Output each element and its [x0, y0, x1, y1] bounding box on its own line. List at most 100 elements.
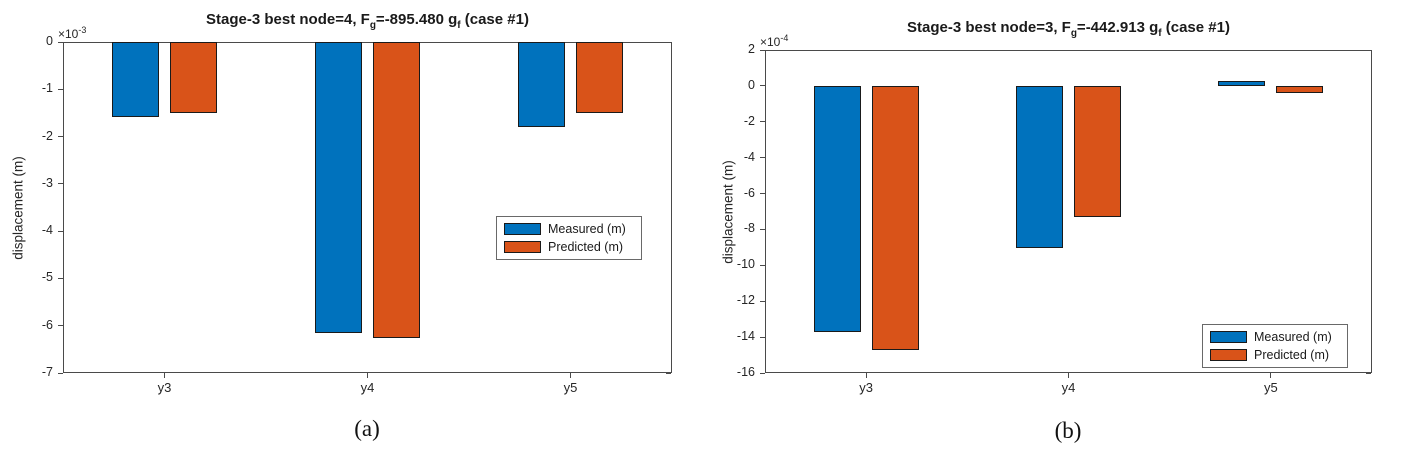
y-tick-label: -4: [743, 149, 755, 164]
y-tick-label: -14: [736, 329, 755, 344]
y-tick-mark: [760, 121, 765, 123]
y-tick-mark: [760, 336, 765, 338]
legend-row: Predicted (m): [1210, 348, 1339, 362]
y-tick-mark: [58, 230, 63, 232]
y-axis-label-b: displacement (m): [720, 159, 736, 264]
title-subscript: g: [1070, 28, 1077, 39]
bar-measured-y5: [518, 42, 565, 128]
legend-row: Measured (m): [1210, 330, 1339, 344]
chart-title-a: Stage-3 best node=4, Fg=-895.480 gf (cas…: [206, 11, 529, 31]
y-tick-label: -6: [41, 317, 53, 332]
chart-panel-a: Stage-3 best node=4, Fg=-895.480 gf (cas…: [0, 0, 710, 469]
y-tick-label: -1: [41, 81, 53, 96]
y-tick-label: -7: [41, 365, 53, 379]
y-tick-mark: [760, 49, 765, 51]
y-tick-label: 2: [748, 42, 755, 56]
legend-row: Measured (m): [504, 222, 633, 236]
measured-swatch: [504, 223, 541, 235]
y-tick-label: 0: [748, 77, 755, 92]
bar-measured-y4: [315, 42, 362, 333]
y-tick-label: -10: [736, 257, 755, 272]
bar-predicted-y5: [576, 42, 623, 113]
caption-b: (b): [1054, 418, 1082, 443]
y-tick-label: -6: [743, 185, 755, 200]
y-tick-mark-right: [666, 372, 671, 374]
y-tick-mark: [58, 88, 63, 90]
x-tick-mark: [865, 373, 867, 378]
y-tick-mark: [760, 193, 765, 195]
x-tick-mark: [570, 373, 571, 378]
y-tick-mark: [760, 228, 765, 230]
y-tick-mark: [58, 277, 63, 279]
bar-predicted-y3: [170, 42, 217, 113]
title-subscript: g: [369, 20, 376, 31]
y-tick-mark-right: [1366, 372, 1371, 374]
x-tick-label: y4: [1061, 380, 1076, 395]
y-tick-label: -4: [41, 223, 53, 238]
x-tick-mark: [1068, 373, 1069, 378]
bar-predicted-y5: [1276, 85, 1324, 94]
x-tick-mark: [1270, 373, 1272, 378]
y-tick-label: -5: [41, 270, 53, 285]
y-tick-label: -3: [41, 175, 53, 190]
y-tick-mark: [760, 157, 765, 159]
bar-measured-y4: [1016, 85, 1063, 249]
y-tick-mark: [760, 300, 765, 302]
plot-area-b: [765, 50, 1372, 373]
axis-scale-exponent: -4: [780, 33, 789, 43]
legend-label: Predicted (m): [1254, 348, 1330, 362]
x-tick-label: y3: [859, 380, 874, 395]
legend-b: Measured (m) Predicted (m): [1202, 324, 1348, 368]
title-text: =-895.480 g: [375, 11, 458, 28]
title-text: Stage-3 best node=4, F: [206, 11, 370, 28]
title-text: =-442.913 g: [1076, 19, 1159, 36]
legend-label: Measured (m): [1254, 330, 1332, 344]
predicted-swatch: [504, 241, 541, 253]
axis-scale-exponent: -3: [78, 25, 87, 35]
y-tick-label: -2: [41, 128, 53, 143]
title-text: (case #1): [1161, 19, 1230, 36]
title-text: (case #1): [460, 11, 529, 28]
bar-predicted-y4: [1074, 85, 1121, 217]
y-tick-mark: [58, 136, 63, 138]
y-tick-mark: [760, 85, 765, 87]
y-tick-mark: [58, 183, 63, 185]
chart-title-b: Stage-3 best node=3, Fg=-442.913 gf (cas…: [907, 19, 1230, 39]
x-tick-label: y4: [360, 380, 375, 395]
y-tick-mark: [58, 325, 63, 327]
measured-swatch: [1210, 331, 1247, 343]
predicted-swatch: [1210, 349, 1247, 361]
title-subscript: f: [457, 20, 461, 31]
bar-predicted-y3: [871, 85, 919, 350]
caption-a: (a): [354, 416, 380, 441]
y-tick-mark: [58, 41, 63, 43]
title-subscript: f: [1158, 28, 1162, 39]
plot-area-a: [63, 42, 672, 373]
y-tick-mark: [760, 372, 765, 374]
axis-scale-label-a: ×10-3: [58, 25, 87, 41]
title-text: Stage-3 best node=3, F: [907, 19, 1071, 36]
y-tick-label: -16: [736, 365, 755, 379]
y-axis-label-a: displacement (m): [10, 155, 26, 260]
legend-label: Predicted (m): [548, 240, 624, 254]
x-tick-label: y5: [563, 380, 578, 395]
y-tick-mark: [760, 264, 765, 266]
bar-measured-y5: [1218, 80, 1266, 86]
legend-label: Measured (m): [548, 222, 626, 236]
legend-row: Predicted (m): [504, 240, 633, 254]
y-tick-label: 0: [46, 34, 53, 48]
axis-scale-label-b: ×10-4: [760, 33, 789, 49]
y-tick-mark: [58, 372, 63, 374]
x-tick-mark: [164, 373, 165, 378]
x-tick-mark: [367, 373, 368, 378]
bar-measured-y3: [112, 42, 159, 117]
y-tick-label: -12: [736, 293, 755, 308]
bar-predicted-y4: [373, 42, 420, 339]
y-tick-label: -2: [743, 113, 755, 128]
chart-panel-b: Stage-3 best node=3, Fg=-442.913 gf (cas…: [710, 0, 1421, 469]
x-tick-label: y3: [157, 380, 172, 395]
x-tick-label: y5: [1263, 380, 1278, 395]
legend-a: Measured (m) Predicted (m): [496, 216, 642, 260]
bar-measured-y3: [813, 85, 861, 332]
